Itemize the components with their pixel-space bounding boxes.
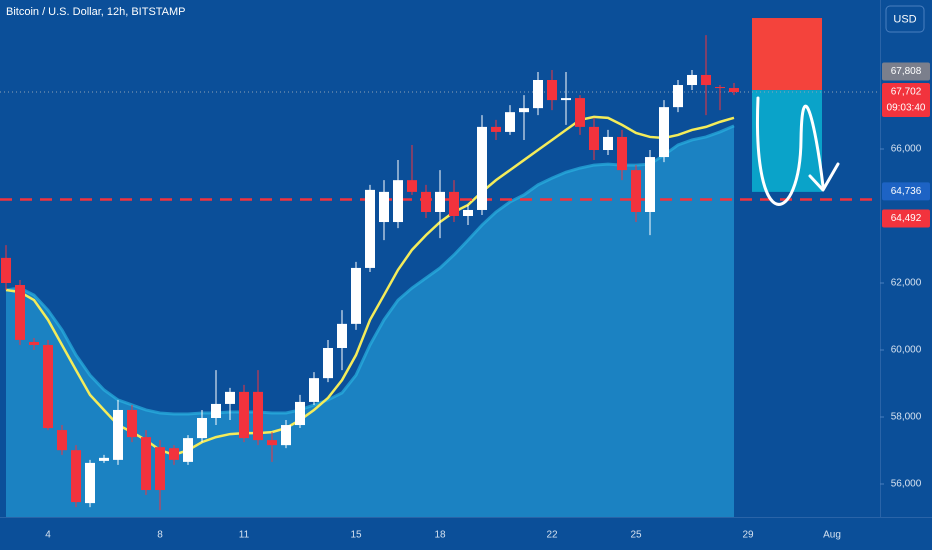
chart-title: Bitcoin / U.S. Dollar, 12h, BITSTAMP [6,6,186,18]
candle-body [645,157,655,212]
candle-body [379,191,389,223]
x-tick-label: 22 [546,530,558,541]
candle-body [365,189,375,268]
candle-body [421,191,431,212]
candle-body [617,136,627,171]
candle-body [477,126,487,210]
x-tick-label: 29 [742,530,754,541]
candle-body [239,391,249,439]
candle-body [351,267,361,324]
x-tick-label: 18 [434,530,446,541]
x-tick-label: 4 [45,530,51,541]
candle-body [687,74,697,86]
candle-body [71,450,81,503]
price-label: 67,702 [891,87,922,98]
candle-body [57,430,67,451]
area [6,125,734,517]
candle-body [99,457,109,461]
candle-body [603,136,613,151]
price-label-box [882,209,930,228]
plot-area [0,18,880,517]
candle-body [113,409,123,460]
candle-body [463,209,473,217]
price-label: 64,736 [891,186,922,197]
candle-body [127,409,137,438]
candle-body [43,344,53,429]
candle-body [141,437,151,491]
candle-body [631,170,641,212]
currency-button-box[interactable] [885,5,925,33]
price-label-box [882,62,930,81]
candle-body [715,87,725,89]
candle-body [491,126,501,132]
candle-body [729,88,739,93]
countdown: 09:03:40 [887,103,926,114]
candle-body [673,85,683,108]
x-tick-label: 11 [239,530,250,541]
x-tick-label: 8 [157,530,163,541]
candle-body [589,126,599,151]
arrow-head [808,162,840,192]
x-tick-label: 15 [350,530,362,541]
candle-body [393,180,403,223]
candle-body [337,323,347,348]
candle-body [281,425,291,446]
candle-body [575,98,585,127]
candle-body [295,401,305,426]
currency-button[interactable]: USD [885,5,925,33]
candle-body [659,107,669,158]
price-label-box [882,82,930,117]
candle-body [225,391,235,404]
candle-body [701,74,711,86]
candle-body [85,462,95,504]
price-label: 67,808 [891,66,922,77]
candle-body [505,112,515,132]
candle-body [1,257,11,284]
currency-label[interactable]: USD [893,13,916,25]
x-tick-label: 25 [630,530,642,541]
candle-body [533,79,543,109]
candle-body [435,191,445,212]
candle-body [211,403,221,419]
x-tick-label: Aug [823,530,841,541]
area-edge [5,124,735,416]
candle-body [15,285,25,340]
candle-body [267,440,277,446]
forecast-arrow [755,96,840,206]
candle-body [547,79,557,101]
candle-body [155,447,165,491]
y-tick-label: 56,000 [891,479,922,490]
candle-body [309,378,319,402]
candle-body [449,191,459,217]
candle-body [183,438,193,462]
candle-body [197,418,207,439]
price-label: 64,492 [891,213,922,224]
candle-body [253,391,263,441]
arrow-curve [755,96,825,206]
price-label-box [882,182,930,201]
y-tick-label: 66,000 [891,144,922,155]
y-tick-label: 60,000 [891,345,922,356]
candle-body [407,180,417,192]
y-tick-label: 58,000 [891,412,922,423]
candle-body [323,347,333,379]
stop-zone [752,18,822,91]
y-tick-label: 62,000 [891,278,922,289]
candle-body [519,108,529,113]
candle-body [169,448,179,460]
candle-body [561,98,571,101]
candle-body [29,341,39,345]
